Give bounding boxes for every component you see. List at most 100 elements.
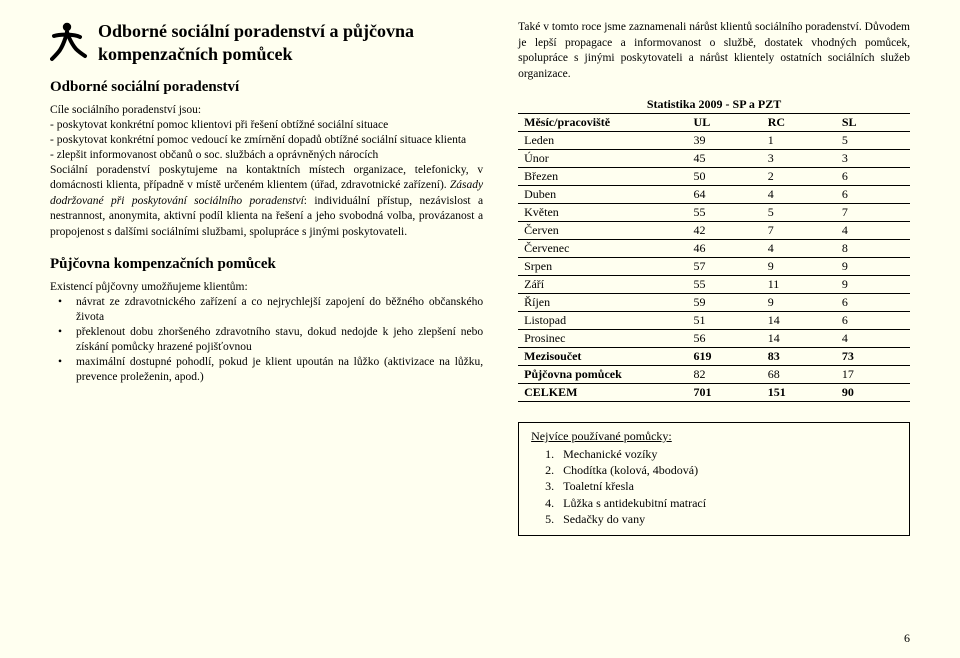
table-row: Říjen5996: [518, 294, 910, 312]
table-cell: 46: [688, 240, 762, 258]
table-cell: 51: [688, 312, 762, 330]
table-cell: CELKEM: [518, 384, 687, 402]
table-cell: Únor: [518, 150, 687, 168]
table-cell: 6: [836, 186, 910, 204]
table-row: Červen4274: [518, 222, 910, 240]
table-cell: 3: [836, 150, 910, 168]
table-subtotal-row: Mezisoučet 619 83 73: [518, 348, 910, 366]
right-column: Také v tomto roce jsme zaznamenali nárůs…: [518, 20, 910, 536]
table-row: Březen5026: [518, 168, 910, 186]
table-cell: 1: [762, 132, 836, 150]
box-item-label: Lůžka s antidekubitní matrací: [563, 496, 706, 510]
most-used-box: Nejvíce používané pomůcky: 1. Mechanické…: [518, 422, 910, 536]
table-cell: 7: [762, 222, 836, 240]
page-title: Odborné sociální poradenství a půjčovna …: [98, 20, 483, 65]
table-row: Listopad51146: [518, 312, 910, 330]
box-item-label: Sedačky do vany: [563, 512, 645, 526]
table-cell: 6: [836, 312, 910, 330]
box-title: Nejvíce používané pomůcky:: [531, 429, 897, 444]
table-cell: Září: [518, 276, 687, 294]
table-cell: Říjen: [518, 294, 687, 312]
table-header: Měsíc/pracoviště: [518, 114, 687, 132]
box-list: 1. Mechanické vozíky 2. Chodítka (kolová…: [531, 446, 897, 527]
table-header: RC: [762, 114, 836, 132]
table-row: Duben6446: [518, 186, 910, 204]
table-cell: Duben: [518, 186, 687, 204]
table-lending-row: Půjčovna pomůcek 82 68 17: [518, 366, 910, 384]
box-item: 4. Lůžka s antidekubitní matrací: [545, 495, 897, 511]
table-total-row: CELKEM 701 151 90: [518, 384, 910, 402]
table-cell: 619: [688, 348, 762, 366]
box-item-label: Chodítka (kolová, 4bodová): [563, 463, 698, 477]
table-cell: Květen: [518, 204, 687, 222]
table-cell: 68: [762, 366, 836, 384]
table-cell: 56: [688, 330, 762, 348]
table-cell: 8: [836, 240, 910, 258]
body-text-a: Sociální poradenství poskytujeme na kont…: [50, 164, 483, 192]
pujcovna-list: návrat ze zdravotnického zařízení a co n…: [50, 295, 483, 385]
box-item: 1. Mechanické vozíky: [545, 446, 897, 462]
pujcovna-item: maximální dostupné pohodlí, pokud je kli…: [72, 355, 483, 385]
goals-item: zlepšit informovanost občanů o soc. služ…: [50, 148, 483, 163]
table-cell: 82: [688, 366, 762, 384]
table-cell: 7: [836, 204, 910, 222]
stats-table: Statistika 2009 - SP a PZT Měsíc/pracovi…: [518, 96, 910, 402]
table-cell: 2: [762, 168, 836, 186]
table-row: Únor4533: [518, 150, 910, 168]
pujcovna-intro: Existencí půjčovny umožňujeme klientům:: [50, 281, 483, 293]
table-cell: Leden: [518, 132, 687, 150]
box-item: 2. Chodítka (kolová, 4bodová): [545, 462, 897, 478]
table-row: Květen5557: [518, 204, 910, 222]
page-number: 6: [904, 631, 910, 646]
right-paragraph: Také v tomto roce jsme zaznamenali nárůs…: [518, 20, 910, 82]
table-cell: 5: [762, 204, 836, 222]
section-heading-pujcovna: Půjčovna kompenzačních pomůcek: [50, 256, 483, 273]
table-row: Září55119: [518, 276, 910, 294]
box-item-label: Mechanické vozíky: [563, 447, 657, 461]
table-cell: 6: [836, 294, 910, 312]
table-cell: 73: [836, 348, 910, 366]
table-cell: 83: [762, 348, 836, 366]
table-cell: 11: [762, 276, 836, 294]
table-row: Srpen5799: [518, 258, 910, 276]
goals-list: poskytovat konkrétní pomoc klientovi při…: [50, 118, 483, 163]
table-cell: 9: [836, 276, 910, 294]
table-cell: 9: [762, 258, 836, 276]
table-cell: 50: [688, 168, 762, 186]
table-cell: 90: [836, 384, 910, 402]
box-item: 3. Toaletní křesla: [545, 478, 897, 494]
table-cell: 57: [688, 258, 762, 276]
table-cell: 45: [688, 150, 762, 168]
table-cell: 4: [762, 240, 836, 258]
goals-item: poskytovat konkrétní pomoc klientovi při…: [50, 118, 483, 133]
table-cell: 14: [762, 330, 836, 348]
pujcovna-item: návrat ze zdravotnického zařízení a co n…: [72, 295, 483, 325]
table-cell: 55: [688, 204, 762, 222]
table-cell: Červen: [518, 222, 687, 240]
box-item: 5. Sedačky do vany: [545, 511, 897, 527]
table-row: Červenec4648: [518, 240, 910, 258]
table-cell: Červenec: [518, 240, 687, 258]
table-cell: 701: [688, 384, 762, 402]
table-cell: Srpen: [518, 258, 687, 276]
table-cell: 14: [762, 312, 836, 330]
table-cell: 9: [836, 258, 910, 276]
table-cell: Březen: [518, 168, 687, 186]
goals-item: poskytovat konkrétní pomoc vedoucí ke zm…: [50, 133, 483, 148]
table-cell: Listopad: [518, 312, 687, 330]
table-header: SL: [836, 114, 910, 132]
table-cell: 59: [688, 294, 762, 312]
org-logo-icon: [50, 20, 88, 69]
table-cell: 5: [836, 132, 910, 150]
table-cell: 9: [762, 294, 836, 312]
table-cell: 42: [688, 222, 762, 240]
table-caption: Statistika 2009 - SP a PZT: [518, 96, 910, 114]
table-cell: Prosinec: [518, 330, 687, 348]
left-column: Odborné sociální poradenství a půjčovna …: [50, 20, 483, 536]
table-cell: 6: [836, 168, 910, 186]
table-cell: Mezisoučet: [518, 348, 687, 366]
box-item-label: Toaletní křesla: [563, 479, 634, 493]
pujcovna-item: překlenout dobu zhoršeného zdravotního s…: [72, 325, 483, 355]
table-cell: 4: [762, 186, 836, 204]
title-row: Odborné sociální poradenství a půjčovna …: [50, 20, 483, 69]
